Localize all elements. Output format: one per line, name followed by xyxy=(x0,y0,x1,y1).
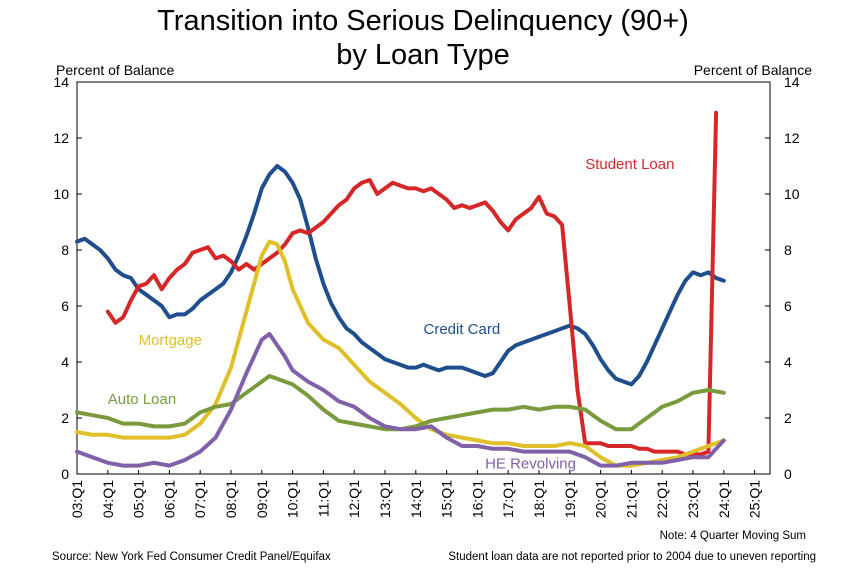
x-tick-label: 03:Q1 xyxy=(69,480,85,518)
y-tick-label-right: 2 xyxy=(784,410,792,426)
x-tick-label: 07:Q1 xyxy=(192,480,208,518)
x-tick-label: 14:Q1 xyxy=(408,480,424,518)
y-tick-label-left: 0 xyxy=(61,466,69,482)
chart-title-line-2: by Loan Type xyxy=(336,39,510,71)
y-tick-label-right: 0 xyxy=(784,466,792,482)
y-tick-label-right: 8 xyxy=(784,242,792,258)
y-tick-label-right: 14 xyxy=(784,74,800,90)
y-tick-label-left: 12 xyxy=(53,130,69,146)
series-label-student-loan: Student Loan xyxy=(585,156,674,173)
x-tick-label: 25:Q1 xyxy=(747,480,763,518)
y-tick-label-right: 4 xyxy=(784,354,792,370)
y-axis-label-right: Percent of Balance xyxy=(693,62,812,78)
y-tick-label-left: 6 xyxy=(61,298,69,314)
x-tick-label: 15:Q1 xyxy=(439,480,455,518)
x-tick-label: 21:Q1 xyxy=(623,480,639,518)
x-tick-label: 06:Q1 xyxy=(161,480,177,518)
y-tick-label-left: 10 xyxy=(53,186,69,202)
series-line-he-revolving xyxy=(75,332,726,468)
footnote-student-loan: Student loan data are not reported prior… xyxy=(448,551,816,563)
x-tick-label: 22:Q1 xyxy=(654,480,670,518)
x-tick-label: 13:Q1 xyxy=(377,480,393,518)
y-tick-label-left: 2 xyxy=(61,410,69,426)
x-tick-label: 17:Q1 xyxy=(500,480,516,518)
x-tick-label: 08:Q1 xyxy=(223,480,239,518)
chart-title-line-1: Transition into Serious Delinquency (90+… xyxy=(157,5,689,37)
x-tick-label: 05:Q1 xyxy=(131,480,147,518)
y-tick-label-right: 12 xyxy=(784,130,800,146)
x-tick-label: 19:Q1 xyxy=(562,480,578,518)
series-line-credit-card xyxy=(75,164,726,387)
y-tick-label-right: 10 xyxy=(784,186,800,202)
x-tick-label: 12:Q1 xyxy=(346,480,362,518)
footnote-moving-sum: Note: 4 Quarter Moving Sum xyxy=(659,530,806,542)
series-label-credit-card: Credit Card xyxy=(424,321,501,338)
x-tick-label: 24:Q1 xyxy=(716,480,732,518)
y-tick-label-right: 6 xyxy=(784,298,792,314)
source-note: Source: New York Fed Consumer Credit Pan… xyxy=(52,551,331,563)
series-label-he-revolving: HE Revolving xyxy=(485,455,576,472)
x-tick-label: 10:Q1 xyxy=(285,480,301,518)
x-tick-label: 18:Q1 xyxy=(531,480,547,518)
series-line-student-loan xyxy=(105,110,719,457)
y-axis-label-left: Percent of Balance xyxy=(56,62,175,78)
x-tick-label: 20:Q1 xyxy=(593,480,609,518)
series-line-mortgage xyxy=(75,239,726,468)
x-tick-label: 11:Q1 xyxy=(315,480,331,517)
plot-frame xyxy=(76,81,771,475)
x-tick-label: 16:Q1 xyxy=(469,480,485,518)
x-tick-label: 04:Q1 xyxy=(100,480,116,518)
x-tick-label: 09:Q1 xyxy=(254,480,270,518)
y-tick-label-left: 8 xyxy=(61,242,69,258)
series-label-auto-loan: Auto Loan xyxy=(108,391,176,408)
y-tick-label-left: 14 xyxy=(53,74,69,90)
chart-title: Transition into Serious Delinquency (90+… xyxy=(0,4,846,72)
x-tick-label: 23:Q1 xyxy=(685,480,701,518)
series-label-mortgage: Mortgage xyxy=(139,332,202,349)
y-tick-label-left: 4 xyxy=(61,354,69,370)
